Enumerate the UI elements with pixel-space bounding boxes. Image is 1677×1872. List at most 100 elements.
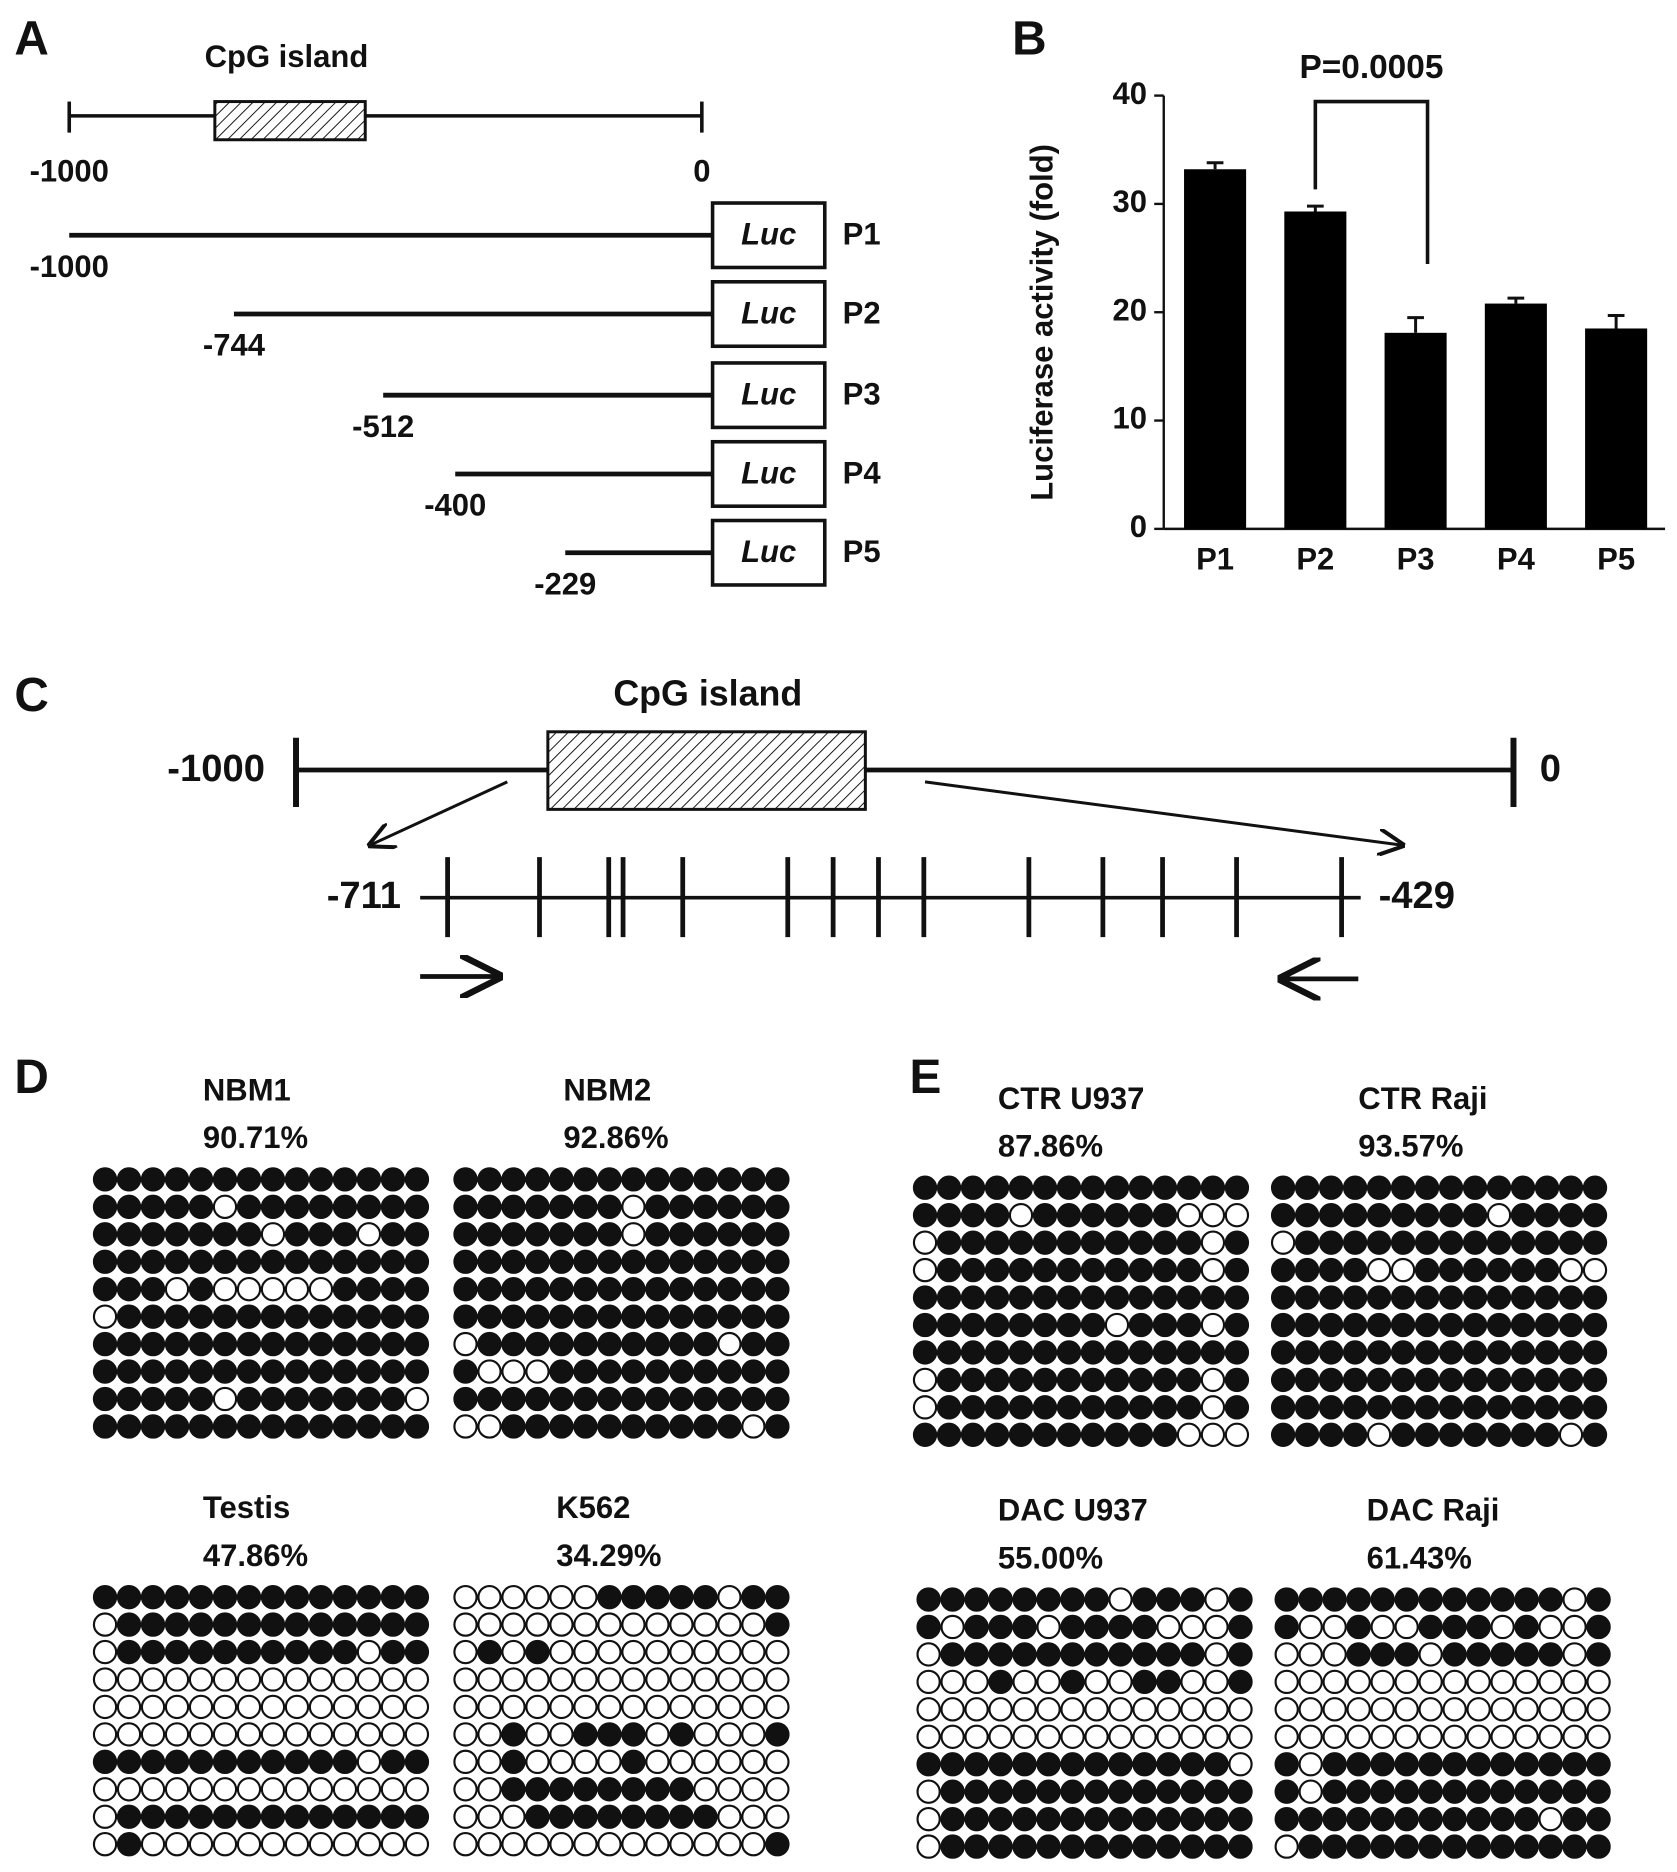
- cpg-circle: [1036, 1752, 1061, 1777]
- cpg-circle: [1486, 1312, 1512, 1338]
- cpg-circle: [1056, 1285, 1082, 1310]
- cpg-circle: [936, 1257, 962, 1283]
- cpg-circle: [621, 1722, 646, 1747]
- cpg-circle: [1228, 1724, 1253, 1749]
- cpg-circle: [1298, 1614, 1323, 1640]
- cpg-circle: [1270, 1175, 1296, 1200]
- cpg-circle: [1342, 1367, 1368, 1393]
- cpg-circle: [1036, 1834, 1061, 1859]
- cpg-circle: [380, 1584, 406, 1610]
- cpg-circle: [912, 1312, 938, 1338]
- cpg-circle: [1586, 1669, 1611, 1695]
- cpg-circle: [116, 1359, 142, 1384]
- cpg-circle: [549, 1694, 574, 1720]
- cpg-circle: [1152, 1367, 1178, 1393]
- cpg-circle: [1270, 1367, 1296, 1393]
- cpg-circle: [501, 1804, 526, 1829]
- cpg-circle: [1370, 1752, 1395, 1777]
- cpg-circle: [140, 1612, 166, 1637]
- cpg-circle: [260, 1667, 286, 1692]
- cpg-circle: [1008, 1395, 1034, 1420]
- significance-bracket: [1313, 99, 1430, 264]
- cpg-circle: [988, 1779, 1013, 1804]
- cpg-circle: [1180, 1669, 1205, 1695]
- cpg-circle: [1534, 1175, 1560, 1200]
- cpg-circle: [1466, 1779, 1491, 1804]
- cpg-circle: [284, 1249, 310, 1274]
- cpg-circle: [1132, 1642, 1157, 1667]
- cpg-circle: [1224, 1230, 1250, 1255]
- cpg-circle: [984, 1340, 1010, 1365]
- cpg-circle: [116, 1667, 142, 1692]
- cpg-circle: [717, 1386, 742, 1412]
- cpg-circle: [1414, 1257, 1440, 1283]
- cpg-circle: [717, 1722, 742, 1747]
- cpg-circle: [1366, 1257, 1392, 1283]
- cpg-circle: [1056, 1367, 1082, 1393]
- cpg-circle: [549, 1612, 574, 1637]
- cpg-circle: [92, 1667, 118, 1692]
- cpg-circle: [597, 1584, 622, 1610]
- cpg-circle: [1322, 1614, 1347, 1640]
- cpg-circle: [188, 1749, 214, 1775]
- cpg-circle: [188, 1359, 214, 1384]
- cpg-circle: [188, 1277, 214, 1302]
- cpg-circle: [988, 1587, 1013, 1612]
- cpg-circle: [1346, 1669, 1371, 1695]
- cpg-circle: [549, 1386, 574, 1412]
- cpg-circle: [1270, 1340, 1296, 1365]
- cpg-circle: [1008, 1312, 1034, 1338]
- cpg-circle: [1438, 1422, 1464, 1447]
- cpg-circle: [1486, 1257, 1512, 1283]
- cpg-circle: [964, 1587, 989, 1612]
- cpg-circle: [1562, 1806, 1587, 1832]
- cpg-circle: [188, 1804, 214, 1829]
- cpg-circle: [693, 1386, 718, 1412]
- cpg-circle: [1294, 1395, 1320, 1420]
- cpg-circle: [1490, 1752, 1515, 1777]
- cpg-circle: [1366, 1203, 1392, 1228]
- cpg-circle: [1152, 1230, 1178, 1255]
- cpg-circle: [1442, 1587, 1467, 1612]
- cpg-circle: [404, 1749, 430, 1775]
- cpg-circle: [477, 1194, 502, 1220]
- cpg-circle: [1008, 1340, 1034, 1365]
- cpg-circle: [573, 1194, 598, 1220]
- cpg-circle: [573, 1584, 598, 1610]
- cpg-circle: [1060, 1642, 1085, 1667]
- cpg-circle: [1418, 1806, 1443, 1832]
- cpg-circle: [1012, 1806, 1037, 1832]
- cpg-circle: [1224, 1257, 1250, 1283]
- cpg-circle: [693, 1304, 718, 1329]
- cpg-circle: [1012, 1642, 1037, 1667]
- cpg-circle: [597, 1222, 622, 1247]
- cpg-circle: [404, 1584, 430, 1610]
- cpg-circle: [960, 1422, 986, 1447]
- cpg-circle: [988, 1724, 1013, 1749]
- cpg-circle: [332, 1777, 358, 1802]
- cpg-circle: [236, 1222, 262, 1247]
- cpg-circle: [1318, 1257, 1344, 1283]
- cpg-circle: [1586, 1752, 1611, 1777]
- cpg-circle: [1104, 1367, 1130, 1393]
- cpg-circle: [645, 1386, 670, 1412]
- cpg-circle: [477, 1359, 502, 1384]
- cpg-circle: [1534, 1257, 1560, 1283]
- cpg-circle: [1270, 1312, 1296, 1338]
- cpg-circle: [1462, 1285, 1488, 1310]
- cpg-circle: [356, 1777, 382, 1802]
- cpg-circle: [1200, 1203, 1226, 1228]
- cpg-circle: [1370, 1834, 1395, 1859]
- cpg-circle: [212, 1222, 238, 1247]
- cpg-circle: [1228, 1587, 1253, 1612]
- cpg-circle: [597, 1194, 622, 1220]
- methylation-percent: 61.43%: [1367, 1540, 1472, 1575]
- cpg-circle: [92, 1694, 118, 1720]
- cpg-circle: [188, 1612, 214, 1637]
- scale-label: -1000: [167, 747, 265, 790]
- cpg-circle: [1462, 1203, 1488, 1228]
- cpg-circle: [92, 1832, 118, 1857]
- cpg-circle: [549, 1331, 574, 1357]
- cpg-circle: [1224, 1367, 1250, 1393]
- cpg-circle: [477, 1222, 502, 1247]
